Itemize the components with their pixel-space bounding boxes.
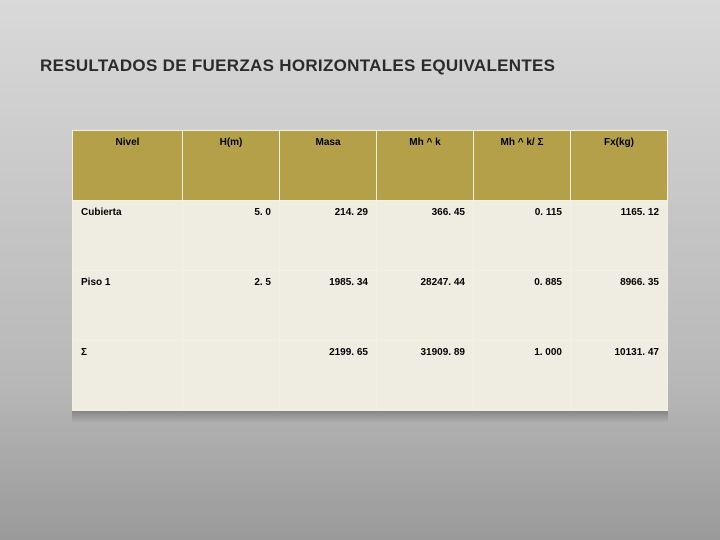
- cell-fxkg: 10131. 47: [571, 341, 668, 411]
- table-header-row: Nivel H(m) Masa Mh ^ k Mh ^ k/ Σ Fx(kg): [73, 131, 668, 201]
- page-title: RESULTADOS DE FUERZAS HORIZONTALES EQUIV…: [40, 56, 555, 76]
- cell-hm: 5. 0: [183, 201, 280, 271]
- cell-mhksig: 1. 000: [474, 341, 571, 411]
- cell-masa: 2199. 65: [280, 341, 377, 411]
- col-header-mhksig: Mh ^ k/ Σ: [474, 131, 571, 201]
- col-header-masa: Masa: [280, 131, 377, 201]
- results-table: Nivel H(m) Masa Mh ^ k Mh ^ k/ Σ Fx(kg) …: [72, 130, 668, 411]
- cell-fxkg: 8966. 35: [571, 271, 668, 341]
- table-row: Σ 2199. 65 31909. 89 1. 000 10131. 47: [73, 341, 668, 411]
- col-header-mhk: Mh ^ k: [377, 131, 474, 201]
- cell-nivel: Piso 1: [73, 271, 183, 341]
- cell-mhk: 31909. 89: [377, 341, 474, 411]
- cell-mhk: 366. 45: [377, 201, 474, 271]
- table-row: Piso 1 2. 5 1985. 34 28247. 44 0. 885 89…: [73, 271, 668, 341]
- results-table-container: Nivel H(m) Masa Mh ^ k Mh ^ k/ Σ Fx(kg) …: [72, 130, 668, 411]
- cell-masa: 214. 29: [280, 201, 377, 271]
- cell-hm: [183, 341, 280, 411]
- cell-fxkg: 1165. 12: [571, 201, 668, 271]
- table-shadow: [72, 411, 668, 423]
- cell-nivel: Cubierta: [73, 201, 183, 271]
- cell-hm: 2. 5: [183, 271, 280, 341]
- col-header-hm: H(m): [183, 131, 280, 201]
- col-header-fxkg: Fx(kg): [571, 131, 668, 201]
- cell-mhksig: 0. 885: [474, 271, 571, 341]
- table-row: Cubierta 5. 0 214. 29 366. 45 0. 115 116…: [73, 201, 668, 271]
- cell-masa: 1985. 34: [280, 271, 377, 341]
- cell-mhksig: 0. 115: [474, 201, 571, 271]
- cell-nivel: Σ: [73, 341, 183, 411]
- cell-mhk: 28247. 44: [377, 271, 474, 341]
- col-header-nivel: Nivel: [73, 131, 183, 201]
